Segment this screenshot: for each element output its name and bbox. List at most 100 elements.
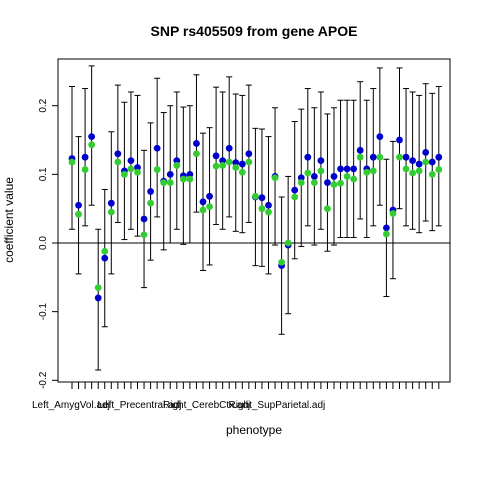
point-green	[160, 179, 168, 186]
point-blue	[75, 201, 82, 209]
data-points	[68, 133, 443, 302]
point-green	[199, 206, 207, 214]
point-blue	[291, 186, 299, 194]
point-blue	[127, 157, 135, 165]
point-blue	[186, 170, 194, 178]
point-blue	[376, 133, 384, 140]
point-blue	[114, 150, 122, 158]
point-blue	[81, 153, 89, 161]
point-blue	[140, 215, 148, 223]
point-green	[153, 166, 161, 173]
point-green	[284, 239, 292, 247]
point-green	[166, 179, 174, 186]
point-blue	[153, 144, 161, 152]
point-green	[121, 170, 128, 178]
point-green	[114, 158, 122, 166]
plot-frame	[57, 58, 451, 383]
point-blue	[337, 165, 344, 173]
point-green	[179, 175, 187, 183]
point-blue	[166, 170, 174, 178]
x-tick-label: Right_CerebCtx.adj	[163, 400, 250, 411]
point-green	[212, 162, 220, 170]
point-blue	[409, 157, 416, 165]
x-axis: Left_AmygVol.adjLeft_Precentral.adjRight…	[32, 382, 440, 411]
point-green	[265, 208, 272, 216]
point-blue	[428, 158, 436, 166]
point-green	[409, 169, 416, 177]
point-green	[376, 153, 384, 161]
point-green	[383, 230, 390, 238]
point-green	[81, 166, 89, 173]
point-blue	[212, 152, 220, 160]
point-blue	[173, 157, 181, 165]
point-blue	[369, 153, 377, 161]
point-blue	[94, 294, 102, 302]
point-green	[173, 162, 181, 169]
point-blue	[350, 165, 358, 173]
point-green	[140, 231, 148, 239]
y-tick-label: -0.1	[38, 303, 49, 321]
point-blue	[402, 153, 410, 161]
point-green	[278, 258, 285, 266]
point-green	[252, 192, 259, 200]
point-green	[389, 210, 397, 217]
point-green	[369, 167, 377, 175]
y-axis-label: coefficient value	[2, 177, 16, 263]
point-green	[258, 205, 266, 213]
point-blue	[258, 194, 266, 202]
point-green	[396, 153, 403, 161]
point-blue	[101, 254, 109, 262]
point-blue	[225, 144, 233, 152]
point-blue	[265, 201, 272, 209]
point-green	[422, 158, 430, 166]
y-tick-label: 0.2	[38, 98, 49, 112]
point-blue	[88, 133, 96, 140]
point-blue	[238, 160, 246, 168]
point-blue	[199, 198, 207, 206]
point-green	[428, 170, 436, 178]
x-axis-label: phenotype	[226, 423, 282, 437]
point-green	[297, 179, 305, 186]
point-blue	[134, 164, 141, 171]
point-blue	[324, 179, 331, 186]
chart-title: SNP rs405509 from gene APOE	[151, 23, 358, 39]
point-blue	[310, 173, 318, 180]
point-blue	[219, 157, 227, 165]
point-green	[291, 193, 299, 201]
point-blue	[297, 174, 305, 182]
point-blue	[206, 192, 213, 200]
point-green	[402, 165, 410, 173]
point-green	[206, 203, 213, 211]
point-green	[225, 158, 233, 166]
point-green	[68, 158, 76, 166]
point-green	[324, 205, 331, 213]
point-green	[232, 164, 240, 171]
point-green	[350, 175, 358, 183]
point-green	[147, 199, 155, 207]
point-green	[245, 158, 253, 166]
point-green	[75, 210, 82, 218]
point-green	[343, 173, 351, 180]
point-green	[271, 174, 279, 182]
point-green	[186, 175, 194, 183]
point-green	[415, 167, 423, 175]
point-blue	[147, 188, 155, 195]
point-green	[330, 181, 338, 189]
point-blue	[356, 146, 364, 154]
point-green	[127, 165, 135, 173]
point-blue	[317, 157, 325, 165]
point-green	[101, 247, 109, 255]
point-blue	[383, 224, 390, 232]
point-green	[193, 150, 200, 158]
x-tick-label: Right_SupParietal.adj	[229, 400, 326, 411]
point-blue	[435, 153, 443, 161]
y-tick-label: -0.2	[38, 371, 49, 389]
y-tick-label: 0.1	[38, 167, 49, 181]
point-green	[317, 167, 325, 175]
point-green	[134, 168, 141, 176]
point-green	[363, 168, 371, 176]
y-tick-label: 0.0	[38, 236, 49, 250]
point-blue	[330, 173, 338, 180]
point-green	[310, 179, 318, 186]
